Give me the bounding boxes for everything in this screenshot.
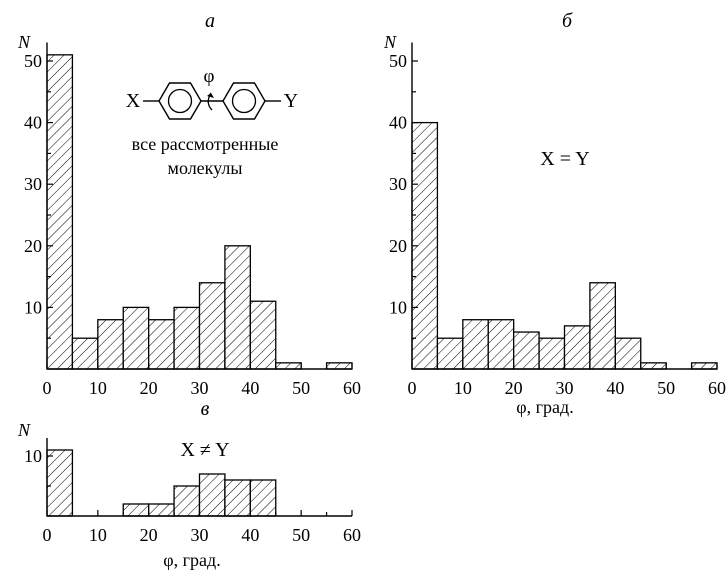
y-tick-label-a-30: 30	[24, 174, 42, 194]
annotation-x-not-equal-y: X ≠ Y	[180, 439, 229, 461]
x-tick-label-a-20: 20	[140, 378, 158, 398]
y-tick-label-a-10: 10	[24, 297, 42, 317]
x-tick-label-b-50: 50	[657, 378, 675, 398]
x-tick-label-c-60: 60	[343, 525, 361, 545]
x-tick-label-a-40: 40	[241, 378, 259, 398]
bar-a-20-25	[148, 319, 175, 370]
phenyl-ring-left-aromatic	[167, 88, 193, 114]
x-tick-label-b-0: 0	[408, 378, 417, 398]
bar-group-c	[46, 449, 277, 517]
bar-b-10-15	[462, 319, 489, 370]
y-tick-label-c-10: 10	[24, 446, 42, 466]
bar-b-40-45	[614, 337, 642, 370]
panel-label-a: а	[205, 10, 215, 32]
bar-a-10-15	[97, 319, 124, 370]
x-tick-label-b-30: 30	[556, 378, 574, 398]
bar-b-5-10	[436, 337, 464, 370]
biphenyl-structure: X φ Y	[126, 66, 298, 120]
x-tick-label-c-40: 40	[241, 525, 259, 545]
torsion-angle-label: φ	[204, 66, 215, 87]
bar-b-15-20	[487, 319, 515, 370]
y-axis-title-a: N	[17, 32, 31, 52]
y-tick-label-b-50: 50	[389, 51, 407, 71]
axes-b: 0 10 20 30 40 50 60 10 20 30 40 50	[389, 42, 726, 398]
y-tick-label-b-20: 20	[389, 236, 407, 256]
phenyl-ring-left	[158, 82, 202, 120]
bar-c-20-25	[148, 503, 175, 517]
x-tick-label-c-30: 30	[191, 525, 209, 545]
bar-c-30-35	[198, 473, 226, 517]
bar-group-a	[46, 54, 353, 370]
y-tick-label-b-30: 30	[389, 174, 407, 194]
x-axis-title-b: φ, град.	[516, 397, 573, 417]
substituent-y: Y	[284, 90, 298, 112]
y-tick-label-a-40: 40	[24, 113, 42, 133]
bar-a-55-60	[325, 362, 353, 370]
bar-b-55-60	[690, 362, 718, 370]
bar-b-20-25	[513, 331, 540, 370]
bar-a-35-40	[224, 245, 251, 370]
bar-a-40-45	[249, 300, 277, 370]
x-axis-title-c: φ, град.	[163, 550, 220, 570]
x-tick-label-a-50: 50	[292, 378, 310, 398]
bar-a-0-5	[46, 54, 74, 370]
phenyl-ring-right-aromatic	[231, 88, 257, 114]
bar-b-30-35	[563, 325, 591, 370]
y-axis-title-b: N	[383, 32, 397, 52]
y-tick-label-b-40: 40	[389, 113, 407, 133]
bar-b-35-40	[589, 282, 616, 370]
annotation-line-2: молекулы	[168, 158, 243, 178]
axes-c: 0 10 20 30 40 50 60 10	[24, 438, 361, 545]
x-tick-label-a-0: 0	[43, 378, 52, 398]
histogram-panel-b: б N X = Y φ, град. 0 10 20 30 40 50 60 10 20 30 40…	[383, 10, 726, 417]
bar-a-25-30	[173, 306, 201, 370]
annotation-line-1: все рассмотренные	[132, 134, 279, 154]
substituent-x: X	[126, 90, 141, 112]
x-tick-label-a-30: 30	[191, 378, 209, 398]
bar-c-40-45	[249, 479, 277, 517]
annotation-x-equals-y: X = Y	[540, 148, 589, 170]
x-tick-label-a-10: 10	[89, 378, 107, 398]
histogram-panel-c: в N X ≠ Y φ, град. 0 10 20 30 40 50 60 10	[17, 398, 361, 570]
bar-c-25-30	[173, 485, 201, 517]
y-axis-title-c: N	[17, 420, 31, 440]
bar-a-30-35	[198, 282, 226, 370]
phenyl-ring-right	[222, 82, 266, 120]
bar-b-25-30	[538, 337, 566, 370]
panel-label-b: б	[562, 10, 573, 32]
bar-a-5-10	[71, 337, 99, 370]
x-tick-label-b-60: 60	[708, 378, 726, 398]
x-tick-label-c-50: 50	[292, 525, 310, 545]
x-tick-label-c-10: 10	[89, 525, 107, 545]
axes-a: 0 10 20 30 40 50 60 10 20 30 40 50	[24, 42, 361, 398]
bar-a-15-20	[122, 306, 150, 370]
x-tick-label-a-60: 60	[343, 378, 361, 398]
x-tick-label-c-20: 20	[140, 525, 158, 545]
y-tick-label-b-10: 10	[389, 297, 407, 317]
y-tick-label-a-50: 50	[24, 51, 42, 71]
bar-a-45-50	[275, 362, 302, 370]
x-tick-label-b-20: 20	[505, 378, 523, 398]
y-tick-label-a-20: 20	[24, 236, 42, 256]
x-tick-label-b-10: 10	[454, 378, 472, 398]
torsion-arrowhead	[207, 93, 214, 98]
bar-c-35-40	[224, 479, 251, 517]
x-tick-label-b-40: 40	[606, 378, 624, 398]
bar-c-15-20	[122, 503, 150, 517]
bar-b-45-50	[640, 362, 667, 370]
bar-c-0-5	[46, 449, 74, 517]
x-tick-label-c-0: 0	[43, 525, 52, 545]
panel-label-c: в	[201, 398, 210, 420]
histogram-panel-a: а N X φ Y все рассмотренные молекулы 0 10…	[17, 10, 361, 398]
